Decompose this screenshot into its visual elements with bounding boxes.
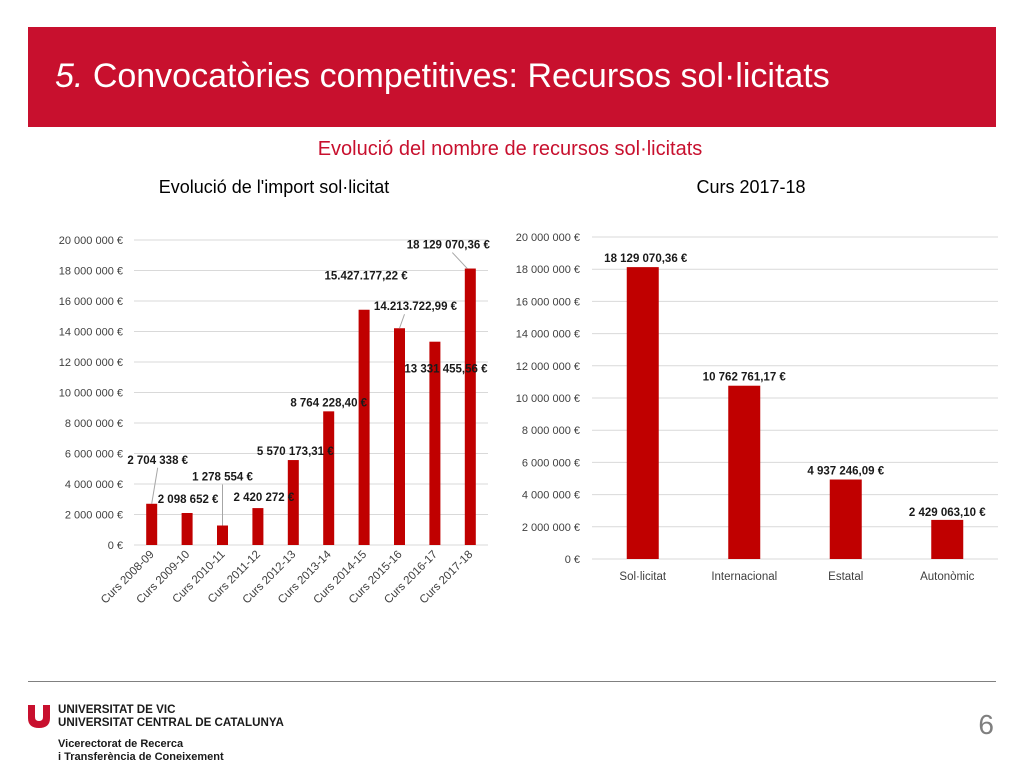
evolution-y-tick-label-0: 0 € (108, 540, 123, 552)
curs-2017-18-bar-internacional (728, 385, 761, 559)
vice-rectorate-name: Vicerectorat de Recerca i Transferència … (58, 738, 224, 764)
evolution-y-tick-label-3: 6 000 000 € (65, 449, 123, 461)
slide-subtitle: Evolució del nombre de recursos sol·lici… (317, 138, 703, 160)
curs-2017-18-data-label-internacional: 10 762 761,17 € (703, 372, 787, 384)
footer-divider (28, 681, 996, 682)
curs-2017-18-data-label-autonomic: 2 429 063,10 € (909, 507, 986, 519)
evolution-data-label-curs-2014-15: 15.427.177,22 € (325, 271, 409, 283)
evolution-y-tick-label-1: 2 000 000 € (65, 510, 123, 522)
curs-2017-18-data-label-sol-licitat: 18 129 070,36 € (604, 253, 688, 265)
chart-title-evolution: Evolució de l'import sol·licitat (158, 177, 390, 197)
evolution-bar-curs-2012-13 (287, 460, 299, 545)
evolution-bar-curs-2011-12 (252, 508, 264, 545)
curs-2017-18-bar-estatal (829, 479, 862, 559)
slide-title-number: 5. (55, 57, 84, 95)
evolution-bar-curs-2015-16 (394, 328, 405, 545)
evolution-data-label-curs-2011-12: 2 420 272 € (234, 492, 295, 504)
curs-2017-18-y-tick-label-10: 20 000 000 € (516, 232, 580, 244)
evolution-leader-line-curs-2015-16 (399, 314, 405, 329)
evolution-bar-curs-2014-15 (358, 309, 370, 545)
chart-title-curs-2017-18: Curs 2017-18 (696, 177, 806, 197)
vice-rectorate-line-1: Vicerectorat de Recerca (58, 738, 184, 750)
curs-2017-18-x-tick-label-sol-licitat: Sol·licitat (619, 571, 666, 583)
evolution-bar-curs-2009-10 (181, 512, 193, 545)
evolution-y-tick-label-6: 12 000 000 € (59, 357, 123, 369)
university-name-line-2: UNIVERSITAT CENTRAL DE CATALUNYA (58, 716, 284, 729)
curs-2017-18-y-tick-label-7: 14 000 000 € (516, 329, 580, 341)
uvic-u-logo-icon (28, 705, 50, 728)
evolution-bar-curs-2017-18 (464, 268, 476, 545)
evolution-data-label-curs-2010-11: 1 278 554 € (192, 472, 253, 484)
evolution-bar-curs-2013-14 (323, 411, 335, 545)
curs-2017-18-y-tick-label-3: 6 000 000 € (522, 457, 580, 469)
curs-2017-18-x-tick-label-internacional: Internacional (711, 571, 777, 583)
evolution-data-label-curs-2017-18: 18 129 070,36 € (407, 240, 491, 252)
curs-2017-18-bar-sol-licitat (626, 267, 659, 559)
evolution-bar-curs-2016-17 (429, 341, 441, 545)
title-banner: 5. Convocatòries competitives: Recursos … (28, 27, 996, 127)
curs-2017-18-bar-chart: 0 € 2 000 000 € 4 000 000 € 6 000 000 € 8 00… (516, 232, 998, 583)
curs-2017-18-bar-autonomic (931, 519, 964, 559)
curs-2017-18-y-tick-label-0: 0 € (565, 554, 580, 566)
curs-2017-18-y-tick-label-4: 8 000 000 € (522, 425, 580, 437)
evolution-data-label-curs-2016-17: 13 331 455,56 € (404, 364, 488, 376)
curs-2017-18-y-tick-label-5: 10 000 000 € (516, 393, 580, 405)
evolution-data-label-curs-2015-16: 14.213.722,99 € (374, 301, 458, 313)
evolution-y-tick-label-9: 18 000 000 € (59, 266, 123, 278)
evolution-y-tick-label-4: 8 000 000 € (65, 418, 123, 430)
evolution-y-tick-label-5: 10 000 000 € (59, 388, 123, 400)
university-name: UNIVERSITAT DE VIC UNIVERSITAT CENTRAL D… (58, 703, 284, 729)
curs-2017-18-x-tick-label-estatal: Estatal (828, 571, 863, 583)
curs-2017-18-y-tick-label-6: 12 000 000 € (516, 361, 580, 373)
curs-2017-18-data-label-estatal: 4 937 246,09 € (807, 466, 884, 478)
evolution-data-label-curs-2012-13: 5 570 173,31 € (257, 446, 334, 458)
evolution-data-label-curs-2013-14: 8 764 228,40 € (290, 397, 367, 409)
curs-2017-18-y-tick-label-9: 18 000 000 € (516, 264, 580, 276)
evolution-bar-chart: 0 € 2 000 000 € 4 000 000 € 6 000 000 € 8 00… (59, 235, 491, 606)
evolution-data-label-curs-2008-09: 2 704 338 € (127, 455, 188, 467)
curs-2017-18-x-tick-label-autonomic: Autonòmic (920, 571, 975, 583)
vice-rectorate-line-2: i Transferència de Coneixement (58, 751, 224, 763)
page-number: 6 (978, 709, 994, 740)
evolution-bar-curs-2008-09 (146, 503, 158, 545)
evolution-y-tick-label-8: 16 000 000 € (59, 296, 123, 308)
evolution-y-tick-label-2: 4 000 000 € (65, 479, 123, 491)
curs-2017-18-y-tick-label-2: 4 000 000 € (522, 490, 580, 502)
evolution-y-tick-label-10: 20 000 000 € (59, 235, 123, 247)
evolution-leader-line-curs-2017-18 (451, 252, 468, 269)
university-name-line-1: UNIVERSITAT DE VIC (58, 703, 176, 716)
evolution-y-tick-label-7: 14 000 000 € (59, 327, 123, 339)
evolution-bar-curs-2010-11 (217, 525, 228, 545)
evolution-leader-line-curs-2008-09 (151, 467, 159, 504)
evolution-data-label-curs-2009-10: 2 098 652 € (158, 494, 219, 506)
curs-2017-18-y-tick-label-1: 2 000 000 € (522, 522, 580, 534)
curs-2017-18-y-tick-label-8: 16 000 000 € (516, 296, 580, 308)
slide-title: 5. Convocatòries competitives: Recursos … (55, 56, 830, 96)
slide-title-text: Convocatòries competitives: Recursos sol… (92, 57, 830, 95)
